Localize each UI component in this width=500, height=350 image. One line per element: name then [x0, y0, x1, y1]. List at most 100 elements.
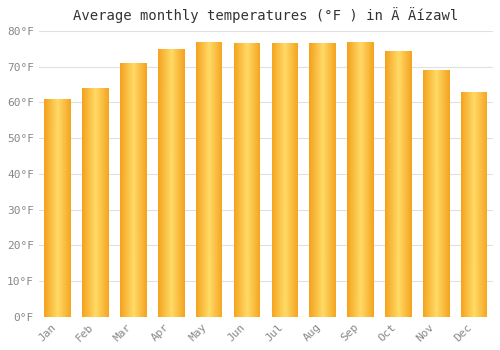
Bar [253, 153, 254, 160]
Bar [359, 138, 360, 145]
Bar [45, 306, 46, 312]
Bar [364, 83, 365, 90]
Bar [363, 49, 364, 56]
Bar [464, 255, 465, 260]
Bar [146, 183, 147, 190]
Bar [366, 262, 368, 269]
Bar [366, 214, 368, 220]
Bar [244, 255, 245, 262]
Bar [108, 191, 109, 197]
Bar [62, 246, 63, 251]
Bar [171, 310, 172, 317]
Bar [464, 120, 465, 126]
Bar [205, 255, 206, 262]
Bar [108, 305, 109, 311]
Bar [221, 42, 222, 49]
Bar [487, 176, 488, 182]
Bar [201, 104, 202, 111]
Bar [103, 214, 104, 220]
Bar [481, 125, 482, 131]
Bar [85, 140, 86, 145]
Bar [404, 190, 405, 197]
Bar [212, 110, 213, 117]
Bar [219, 186, 220, 193]
Bar [297, 194, 298, 201]
Bar [359, 172, 360, 179]
Bar [323, 153, 324, 160]
Bar [250, 71, 251, 78]
Bar [135, 310, 136, 317]
Bar [287, 50, 288, 57]
Bar [145, 139, 146, 146]
Bar [432, 267, 434, 274]
Bar [46, 257, 47, 262]
Bar [196, 49, 197, 56]
Bar [289, 235, 290, 242]
Bar [252, 146, 253, 153]
Bar [63, 181, 64, 186]
Bar [484, 300, 485, 306]
Bar [55, 273, 56, 279]
Bar [212, 104, 213, 111]
Bar [471, 108, 472, 114]
Bar [197, 104, 198, 111]
Bar [402, 84, 403, 91]
Bar [291, 78, 292, 84]
Bar [297, 282, 298, 289]
Bar [332, 43, 333, 50]
Bar [95, 140, 96, 145]
Bar [399, 64, 400, 71]
Bar [133, 222, 134, 228]
Bar [164, 223, 165, 230]
Bar [177, 297, 178, 303]
Bar [251, 241, 252, 248]
Bar [323, 282, 324, 289]
Bar [106, 157, 107, 162]
Bar [142, 89, 143, 95]
Bar [363, 131, 364, 138]
Bar [395, 144, 396, 150]
Bar [363, 76, 364, 83]
Bar [249, 43, 250, 50]
Bar [440, 224, 441, 231]
Bar [252, 43, 254, 50]
Bar [143, 171, 144, 177]
Bar [181, 62, 182, 69]
Bar [58, 121, 59, 126]
Bar [90, 185, 91, 191]
Bar [289, 132, 290, 139]
Bar [181, 189, 182, 196]
Bar [283, 187, 284, 194]
Bar [432, 101, 433, 107]
Bar [99, 237, 100, 243]
Bar [392, 284, 393, 290]
Bar [176, 223, 177, 230]
Bar [372, 131, 373, 138]
Bar [252, 310, 254, 317]
Bar [438, 163, 439, 169]
Bar [141, 114, 142, 120]
Bar [60, 142, 61, 148]
Bar [170, 49, 171, 56]
Bar [98, 254, 99, 260]
Bar [388, 257, 389, 264]
Bar [397, 277, 398, 284]
Bar [272, 241, 273, 248]
Bar [293, 98, 294, 105]
Bar [407, 51, 408, 57]
Bar [463, 131, 464, 137]
Bar [236, 112, 237, 119]
Bar [167, 156, 168, 163]
Bar [65, 246, 66, 251]
Bar [140, 253, 141, 260]
Bar [93, 219, 94, 225]
Bar [385, 117, 386, 124]
Bar [481, 283, 482, 289]
Bar [196, 296, 197, 303]
Bar [272, 289, 273, 296]
Bar [466, 176, 467, 182]
Bar [129, 196, 130, 203]
Bar [183, 116, 184, 122]
Bar [486, 165, 487, 170]
Bar [444, 218, 445, 224]
